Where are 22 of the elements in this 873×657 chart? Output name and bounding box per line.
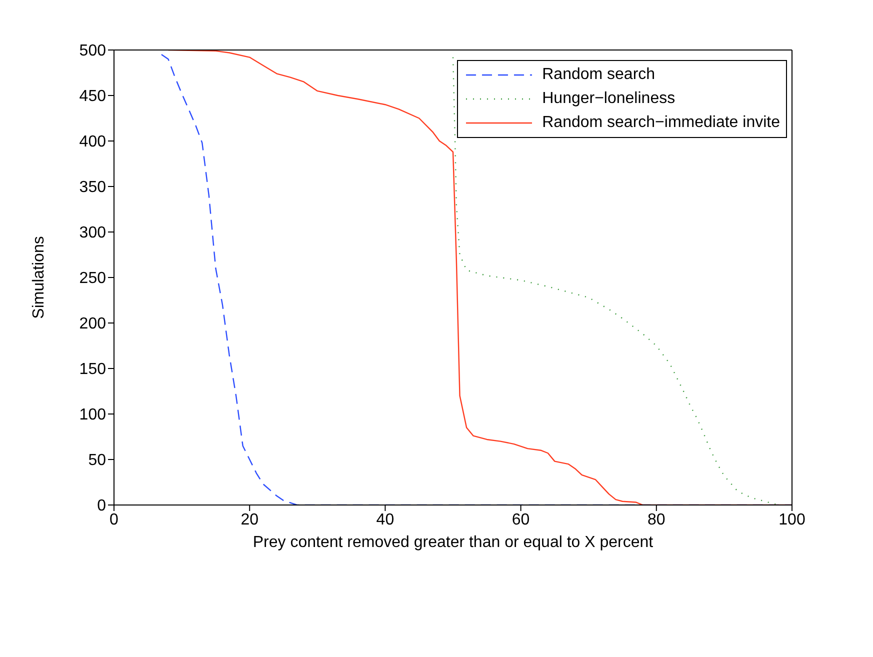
x-tick-label: 80 <box>648 511 666 528</box>
y-axis-title: Simulations <box>30 236 48 319</box>
x-axis-title: Prey content removed greater than or equal to X percent <box>252 534 654 551</box>
x-tick-label: 60 <box>512 511 530 528</box>
y-tick-label: 300 <box>79 224 106 242</box>
y-tick-label: 150 <box>79 361 106 378</box>
x-tick-label: 20 <box>240 511 259 528</box>
y-tick-label: 50 <box>88 452 106 470</box>
y-tick-label: 500 <box>79 42 106 60</box>
x-tick-label: 40 <box>376 511 394 528</box>
legend-label: Random search <box>542 66 656 84</box>
legend-label: Hunger−loneliness <box>542 90 676 108</box>
y-tick-label: 0 <box>97 498 106 515</box>
y-tick-label: 450 <box>79 88 106 106</box>
legend-label: Random search−immediate invite <box>542 114 780 132</box>
y-tick-label: 350 <box>79 179 106 196</box>
x-tick-label: 0 <box>110 511 119 528</box>
y-tick-label: 200 <box>79 316 106 333</box>
x-tick-label: 100 <box>778 511 806 528</box>
y-tick-label: 400 <box>79 134 106 151</box>
y-tick-label: 250 <box>79 270 106 288</box>
y-tick-label: 100 <box>79 406 106 424</box>
